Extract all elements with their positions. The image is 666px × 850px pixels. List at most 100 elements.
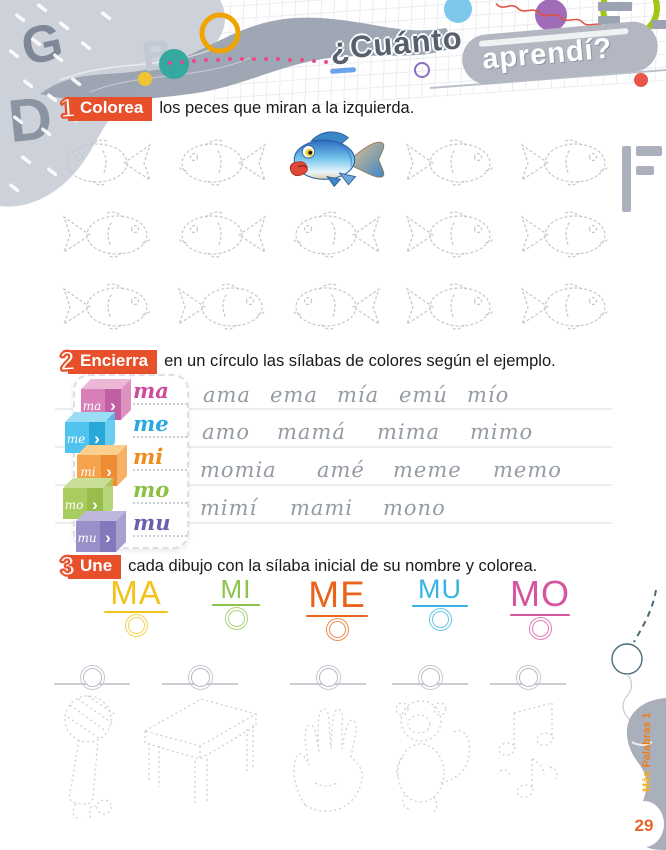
string-ring xyxy=(611,643,643,675)
page-number: 29 xyxy=(635,816,654,835)
word-amé: amé xyxy=(317,458,365,482)
syllable-cube-me: me › xyxy=(60,410,120,456)
word-ema: ema xyxy=(270,383,318,407)
task2-label: Encierra xyxy=(68,349,158,374)
task1-header: 1 Colorea los peces que miran a la izqui… xyxy=(58,92,415,125)
key-syllable-ma: ma xyxy=(133,380,187,405)
task3-label: Une xyxy=(68,554,122,579)
match-syllable-MI: MI xyxy=(188,576,284,632)
stencil-letter-G: G xyxy=(16,12,68,77)
stencil-letter-D: D xyxy=(5,84,55,155)
ruled-line xyxy=(55,522,612,524)
task2-header: 2 Encierra en un círculo las sílabas de … xyxy=(58,345,556,378)
answer-circle xyxy=(79,665,105,690)
dashed-string xyxy=(633,589,657,643)
word-mami: mami xyxy=(290,496,354,520)
match-syllable-MO: MO xyxy=(492,576,588,642)
task1-instruction: los peces que miran a la izquierda. xyxy=(159,99,415,117)
fish-outline-facing-left xyxy=(172,198,272,261)
key-syllable-mo: mo xyxy=(133,479,187,504)
footer-blob xyxy=(626,698,666,850)
task3-instruction: cada dibujo con la sílaba inicial de su … xyxy=(128,557,538,575)
svg-text:ma: ma xyxy=(83,399,102,413)
syllable-circle xyxy=(428,608,452,631)
word-mía: mía xyxy=(337,383,380,407)
word-mono: mono xyxy=(383,496,446,520)
word-mimí: mimí xyxy=(200,496,258,520)
fish-outline-facing-right xyxy=(515,126,615,189)
picture-cell-notas-musicales xyxy=(458,665,598,809)
syllable-circle xyxy=(224,607,248,630)
series-title: Más Palabras 1 xyxy=(641,712,653,792)
notas-musicales-drawing xyxy=(458,691,598,809)
fish-grid xyxy=(50,126,622,333)
svg-text:›: › xyxy=(92,495,98,514)
fish-outline-facing-right xyxy=(57,198,157,261)
word-emú: emú xyxy=(399,383,448,407)
task3-header: 3 Une cada dibujo con la sílaba inicial … xyxy=(58,550,538,583)
fish-outline-facing-right xyxy=(400,198,500,261)
fish-outline-facing-left xyxy=(172,126,272,189)
mesa-drawing xyxy=(130,691,270,811)
yellow-dot xyxy=(138,72,152,86)
syllable-cube-mu: mu › xyxy=(71,509,131,555)
answer-circle xyxy=(417,665,443,690)
series-title-part2: Palabras 1 xyxy=(641,712,653,767)
syllable-text: MA xyxy=(110,574,162,611)
fish-outline-facing-right xyxy=(515,198,615,261)
svg-text:mo: mo xyxy=(65,498,84,512)
svg-text:›: › xyxy=(94,429,100,448)
syllable-text: ME xyxy=(308,574,366,615)
word-ama: ama xyxy=(203,383,251,407)
key-syllable-mu: mu xyxy=(133,512,187,537)
stencil-letter-B: B xyxy=(139,30,176,81)
answer-circle xyxy=(515,665,541,690)
fish-outline-facing-left xyxy=(286,198,386,261)
mano-drawing xyxy=(258,691,398,813)
syllable-underline xyxy=(104,611,168,613)
picture-cell-mesa xyxy=(130,665,270,811)
key-syllable-me: me xyxy=(133,413,187,438)
svg-text:mi: mi xyxy=(80,465,95,479)
syllable-text: MU xyxy=(418,574,462,604)
match-syllable-ME: ME xyxy=(289,576,385,643)
task3-number: 3 xyxy=(58,550,77,583)
picture-cell-microfono xyxy=(22,665,162,819)
word-momia: momia xyxy=(200,458,277,482)
fish-outline-facing-right xyxy=(400,270,500,333)
word-amo: amo xyxy=(202,420,251,444)
syllable-underline xyxy=(212,604,260,606)
word-mío: mío xyxy=(467,383,510,407)
syllable-underline xyxy=(412,605,468,607)
syllable-circle xyxy=(124,614,148,637)
svg-text:mu: mu xyxy=(77,531,96,545)
word-mamá: mamá xyxy=(277,420,346,444)
task1-number: 1 xyxy=(58,92,77,125)
svg-text:me: me xyxy=(67,432,85,446)
word-memo: memo xyxy=(493,458,562,482)
match-syllable-MA: MA xyxy=(88,576,184,639)
svg-text:›: › xyxy=(105,528,111,547)
syllable-circle xyxy=(528,617,552,640)
syllable-circle xyxy=(325,618,349,641)
microfono-drawing xyxy=(22,691,162,819)
task1-label: Colorea xyxy=(68,96,153,121)
word-meme: meme xyxy=(393,458,462,482)
answer-circle xyxy=(315,665,341,690)
gray-squiggle xyxy=(622,673,635,741)
fish-outline-facing-left xyxy=(57,126,157,189)
syllable-underline xyxy=(306,615,368,617)
ruled-line xyxy=(55,446,612,448)
match-syllable-MU: MU xyxy=(392,576,488,633)
syllable-text: MI xyxy=(220,574,252,604)
picture-cell-mono xyxy=(360,665,500,821)
word-mimo: mimo xyxy=(470,420,534,444)
answer-circle xyxy=(187,665,213,690)
fish-outline-facing-left xyxy=(286,270,386,333)
page-badge xyxy=(624,801,664,847)
svg-text:›: › xyxy=(110,396,116,415)
fish-outline-facing-right xyxy=(515,270,615,333)
syllable-underline xyxy=(510,614,570,616)
syllable-text: MO xyxy=(510,573,570,614)
